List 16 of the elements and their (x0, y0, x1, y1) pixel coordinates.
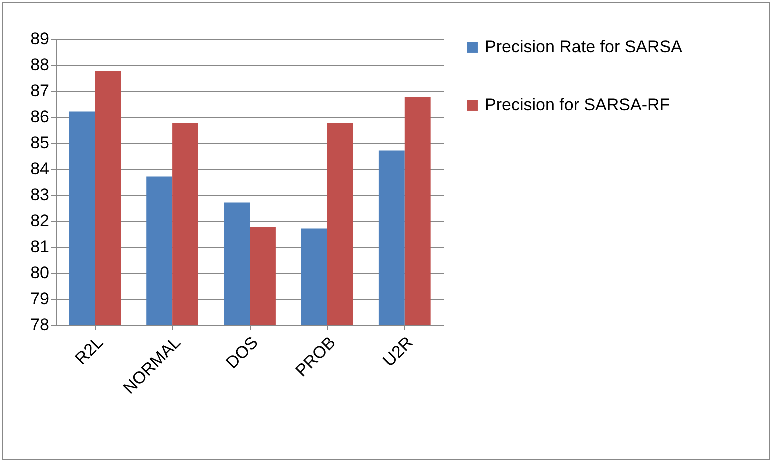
y-tick-label: 79 (30, 290, 50, 308)
y-tick-label: 81 (30, 238, 50, 256)
y-tick-label: 82 (30, 212, 50, 230)
y-tick-label: 88 (30, 56, 50, 74)
y-tick-label: 87 (30, 82, 50, 100)
x-tick-label: U2R (379, 333, 417, 371)
y-tick-label: 89 (30, 30, 50, 48)
y-tick-label: 83 (30, 186, 50, 204)
legend-label: Precision Rate for SARSA (485, 38, 684, 56)
y-tick-label: 84 (30, 160, 50, 178)
y-tick-label: 86 (30, 108, 50, 126)
legend-label: Precision for SARSA-RF (485, 96, 670, 114)
y-tick-label: 80 (30, 264, 50, 282)
x-tick-label: R2L (72, 333, 108, 369)
y-tick-label: 85 (30, 134, 50, 152)
y-tick-label: 78 (30, 316, 50, 334)
